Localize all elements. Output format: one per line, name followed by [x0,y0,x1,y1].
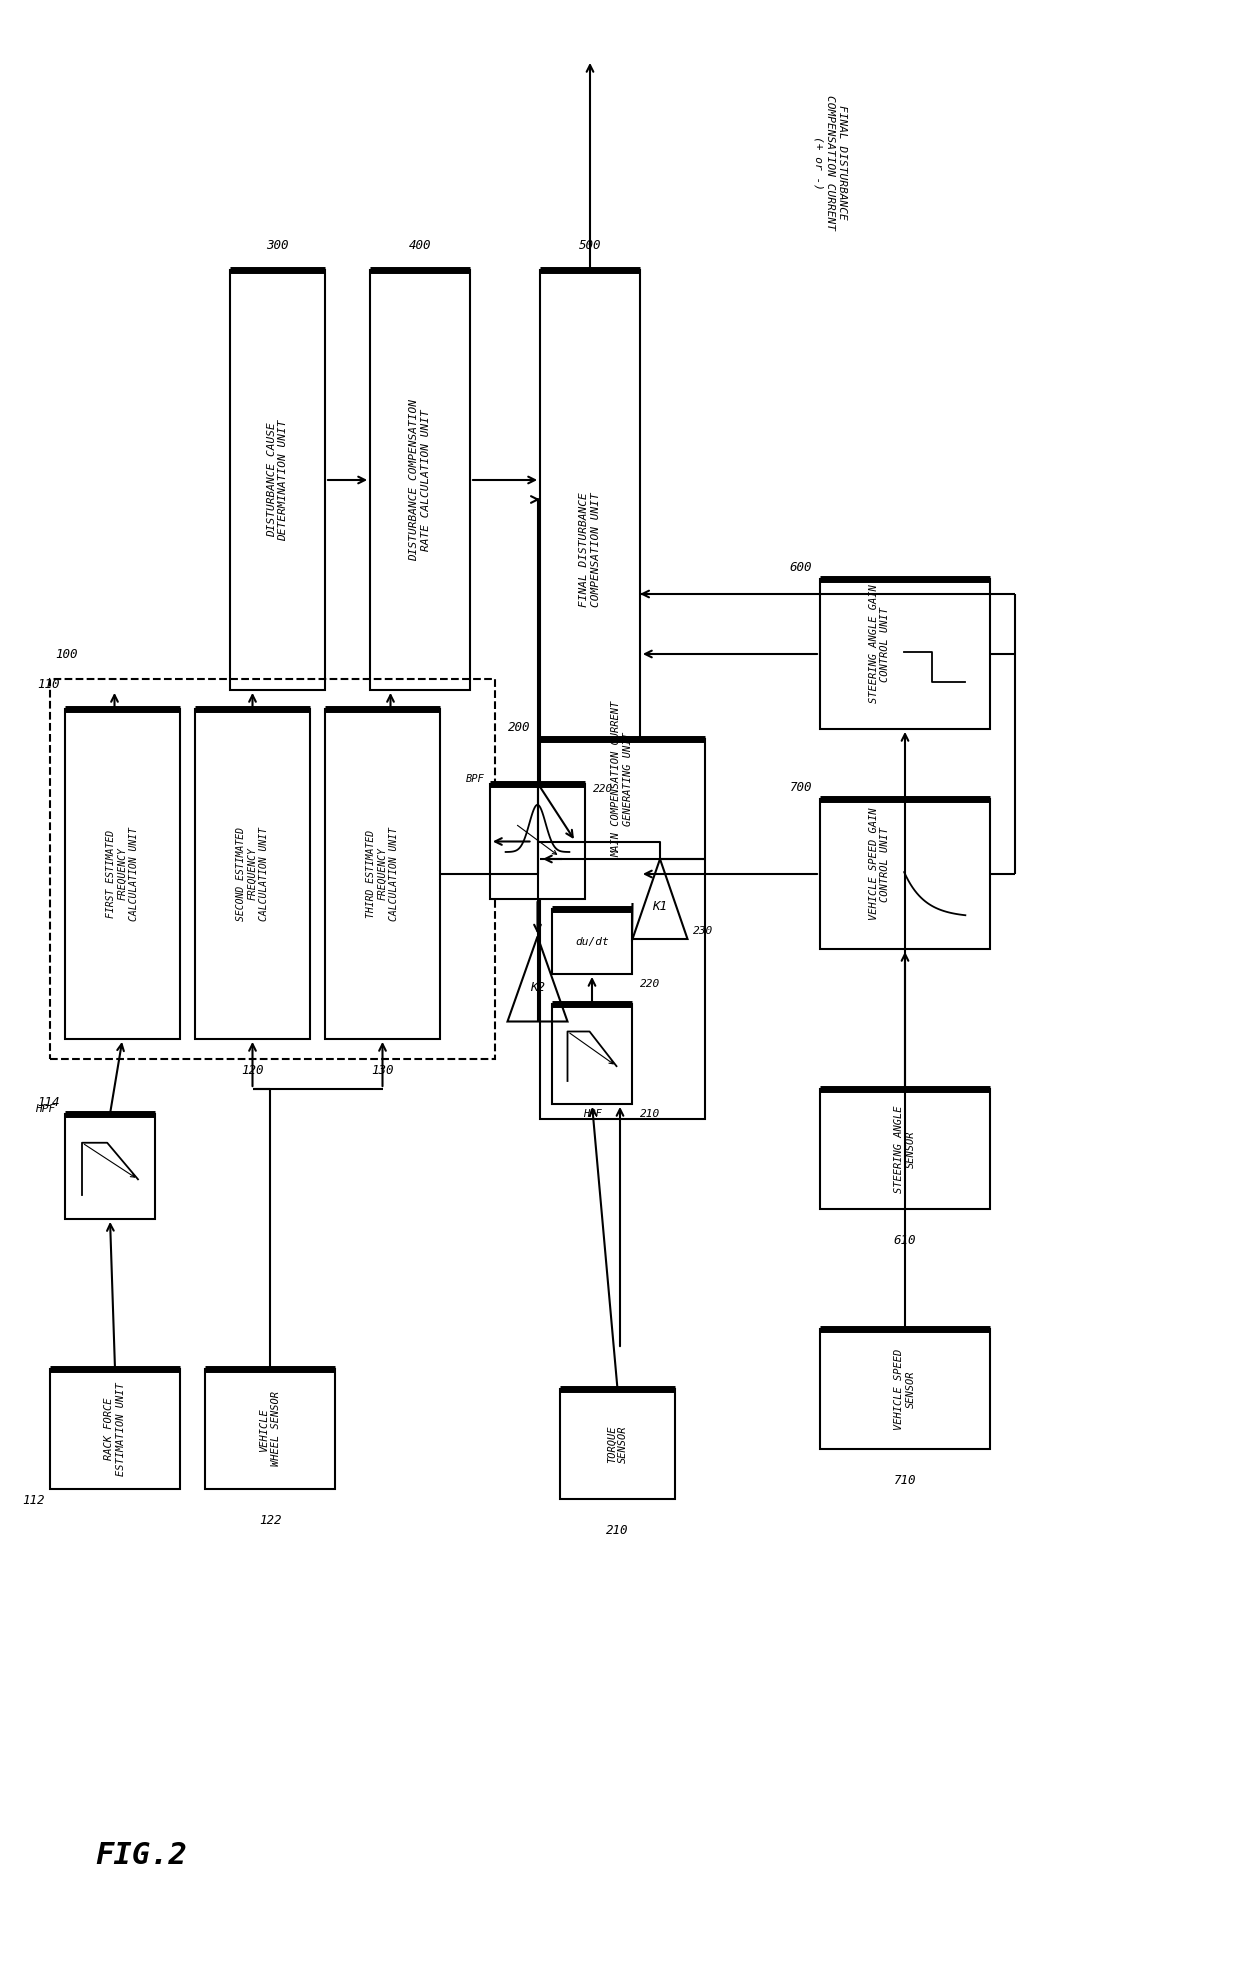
Text: FIG.2: FIG.2 [95,1840,187,1870]
Text: 114: 114 [37,1096,60,1108]
Text: FINAL DISTURBANCE
COMPENSATION CURRENT
(+ or -): FINAL DISTURBANCE COMPENSATION CURRENT (… [813,95,847,230]
Bar [195,708,310,1039]
Text: STEERING ANGLE
SENSOR: STEERING ANGLE SENSOR [894,1104,916,1193]
Bar [820,580,990,728]
Bar [64,1114,155,1219]
Text: RACK FORCE
ESTIMATION UNIT: RACK FORCE ESTIMATION UNIT [104,1381,125,1476]
Text: 210: 210 [640,1108,660,1118]
Text: 130: 130 [371,1065,394,1077]
Text: 210: 210 [606,1524,629,1538]
Text: 220: 220 [593,784,614,794]
Text: DISTURBANCE COMPENSATION
RATE CALCULATION UNIT: DISTURBANCE COMPENSATION RATE CALCULATIO… [409,400,430,560]
Bar [229,269,325,691]
Bar [820,800,990,950]
Text: DISTURBANCE CAUSE
DETERMINATION UNIT: DISTURBANCE CAUSE DETERMINATION UNIT [267,420,288,540]
Text: 400: 400 [409,239,432,251]
Text: 500: 500 [579,239,601,251]
Text: MAIN COMPENSATION CURRENT
GENERATING UNIT: MAIN COMPENSATION CURRENT GENERATING UNI… [611,701,634,857]
Text: BPF: BPF [466,774,485,784]
Text: HPF: HPF [35,1104,55,1114]
Text: VEHICLE
WHEEL SENSOR: VEHICLE WHEEL SENSOR [259,1391,280,1466]
Text: THIRD ESTIMATED
FREQUENCY
CALCULATION UNIT: THIRD ESTIMATED FREQUENCY CALCULATION UN… [366,827,399,920]
Bar [560,1389,675,1498]
Bar [820,1088,990,1209]
Text: 610: 610 [894,1235,916,1247]
Text: FINAL DISTURBANCE
COMPENSATION UNIT: FINAL DISTURBANCE COMPENSATION UNIT [579,493,601,608]
Text: TORQUE
SENSOR: TORQUE SENSOR [606,1425,629,1462]
Bar [205,1369,335,1488]
Text: 112: 112 [22,1494,45,1506]
Text: SECOND ESTIMATED
FREQUENCY
CALCULATION UNIT: SECOND ESTIMATED FREQUENCY CALCULATION U… [236,827,269,920]
Text: K1: K1 [652,900,667,914]
Text: 600: 600 [790,560,812,574]
Text: HPF: HPF [583,1108,601,1118]
Text: 700: 700 [790,782,812,794]
Text: 220: 220 [640,980,660,990]
Bar [820,1330,990,1449]
Bar [552,908,632,974]
Bar [370,269,470,691]
Text: VEHICLE SPEED GAIN
CONTROL UNIT: VEHICLE SPEED GAIN CONTROL UNIT [869,807,890,920]
Text: K2: K2 [529,982,546,993]
Text: FIRST ESTIMATED
FREQUENCY
CALCULATION UNIT: FIRST ESTIMATED FREQUENCY CALCULATION UN… [105,827,139,920]
Text: 200: 200 [507,720,529,734]
Text: du/dt: du/dt [575,936,609,946]
Bar [50,679,495,1059]
Text: 710: 710 [894,1474,916,1486]
Text: 230: 230 [692,926,713,936]
Text: 120: 120 [242,1065,264,1077]
Bar [50,1369,180,1488]
Text: 100: 100 [55,647,77,661]
Bar [552,1003,632,1104]
Text: 300: 300 [267,239,289,251]
Bar [64,708,180,1039]
Bar [490,784,585,898]
Text: 122: 122 [259,1514,281,1528]
Bar [539,269,640,829]
Bar [539,738,706,1118]
Text: VEHICLE SPEED
SENSOR: VEHICLE SPEED SENSOR [894,1348,916,1429]
Text: 110: 110 [37,679,60,691]
Bar [325,708,440,1039]
Text: STEERING ANGLE GAIN
CONTROL UNIT: STEERING ANGLE GAIN CONTROL UNIT [869,584,890,703]
